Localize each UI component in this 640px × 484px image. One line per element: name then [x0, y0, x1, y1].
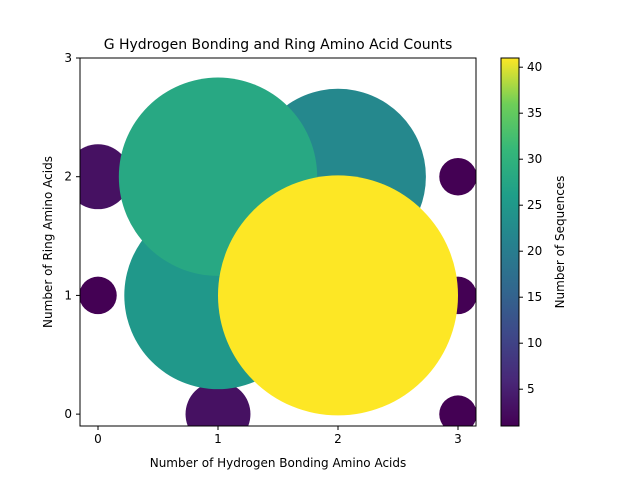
y-tick-label: 3: [64, 51, 72, 65]
y-axis: 0 1 2 3: [64, 51, 80, 421]
y-axis-label: Number of Ring Amino Acids: [41, 156, 55, 328]
bubble-point: [439, 157, 476, 196]
colorbar-label: Number of Sequences: [553, 176, 567, 309]
x-tick-label: 3: [454, 432, 462, 446]
colorbar-tick-label: 35: [527, 106, 542, 120]
x-axis-label: Number of Hydrogen Bonding Amino Acids: [150, 456, 407, 470]
bubble-point: [80, 276, 117, 315]
bubble-point: [185, 381, 251, 426]
x-tick-label: 0: [94, 432, 102, 446]
bubble-layer: [80, 77, 476, 426]
bubble-point: [80, 144, 131, 210]
x-tick-label: 2: [334, 432, 342, 446]
bubble-point: [218, 175, 458, 416]
colorbar: [500, 57, 520, 427]
plot-frame: [79, 57, 477, 427]
colorbar-tick-label: 30: [527, 152, 542, 166]
colorbar-ticks: 5 10 15 20 25 30 35 40: [519, 60, 542, 396]
colorbar-tick-label: 5: [527, 382, 535, 396]
x-tick-label: 1: [214, 432, 222, 446]
colorbar-tick-label: 40: [527, 60, 542, 74]
bubble-point: [439, 395, 476, 426]
colorbar-tick-label: 25: [527, 198, 542, 212]
x-axis: 0 1 2 3: [94, 426, 462, 446]
y-tick-label: 2: [64, 170, 72, 184]
colorbar-tick-label: 15: [527, 290, 542, 304]
chart-title: G Hydrogen Bonding and Ring Amino Acid C…: [104, 37, 453, 53]
colorbar-tick-label: 20: [527, 244, 542, 258]
colorbar-tick-label: 10: [527, 336, 542, 350]
y-tick-label: 1: [64, 288, 72, 302]
y-tick-label: 0: [64, 407, 72, 421]
